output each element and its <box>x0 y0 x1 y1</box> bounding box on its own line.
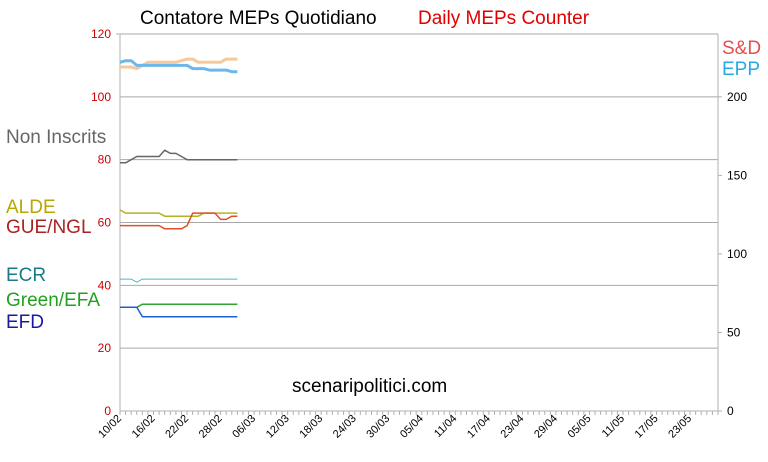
watermark: scenaripolitici.com <box>292 376 447 397</box>
y-tick-label: 40 <box>98 278 112 292</box>
series-line-s-d <box>120 57 238 71</box>
x-tick-label: 23/04 <box>499 413 527 441</box>
y-tick-label: 60 <box>98 216 112 230</box>
x-tick-label: 11/04 <box>432 413 459 440</box>
axes <box>116 33 722 415</box>
y-tick-label: 100 <box>91 90 111 104</box>
x-tick-label: 05/05 <box>566 413 594 441</box>
y2-tick-label: 0 <box>727 404 734 418</box>
x-tick-label: 12/03 <box>264 413 292 441</box>
x-tick-label: 30/03 <box>364 413 392 441</box>
series-label-efd: EFD <box>6 312 44 333</box>
y2-tick-label: 150 <box>727 168 747 182</box>
x-tick-label: 23/05 <box>666 413 694 441</box>
series-label-epp: EPP <box>722 59 760 80</box>
gridlines <box>120 33 718 349</box>
series-line-green-efa <box>120 303 238 309</box>
y2-tick-label: 200 <box>727 90 747 104</box>
y-tick-label: 0 <box>104 404 111 418</box>
series-label-green-efa: Green/EFA <box>6 290 100 311</box>
series-label-non-inscrits: Non Inscrits <box>6 127 106 148</box>
series-line-ecr <box>120 278 238 283</box>
x-tick-label: 05/04 <box>398 413 426 441</box>
x-tick-label: 16/02 <box>130 413 158 441</box>
y-tick-label: 80 <box>98 153 112 167</box>
series-line-non-inscrits <box>120 149 238 164</box>
series-lines <box>119 57 238 318</box>
y-tick-label: 120 <box>91 27 111 41</box>
x-tick-label: 29/04 <box>532 413 560 441</box>
series-line-epp <box>119 59 238 74</box>
series-line-efd <box>120 306 238 318</box>
x-tick-label: 17/05 <box>633 413 661 441</box>
x-tick-label: 24/03 <box>331 413 359 441</box>
y-tick-label: 20 <box>98 341 112 355</box>
x-tick-label: 22/02 <box>163 413 191 441</box>
chart-subtitle: Daily MEPs Counter <box>418 8 590 29</box>
series-label-gue-ngl: GUE/NGL <box>6 217 92 238</box>
series-label-s-d: S&D <box>722 38 761 59</box>
x-tick-label: 11/05 <box>600 413 627 440</box>
y2-tick-label: 50 <box>727 325 741 339</box>
x-tick-label: 18/03 <box>297 413 325 441</box>
series-label-alde: ALDE <box>6 197 56 218</box>
series-line-alde <box>119 209 238 217</box>
x-tick-label: 10/02 <box>96 413 124 441</box>
series-line-gue-ngl <box>120 212 238 230</box>
series-label-ecr: ECR <box>6 265 46 286</box>
x-tick-label: 28/02 <box>197 413 225 441</box>
x-tick-label: 06/03 <box>230 413 258 441</box>
chart-title: Contatore MEPs Quotidiano <box>140 8 377 29</box>
x-tick-label: 17/04 <box>465 413 493 441</box>
y2-tick-label: 100 <box>727 247 747 261</box>
